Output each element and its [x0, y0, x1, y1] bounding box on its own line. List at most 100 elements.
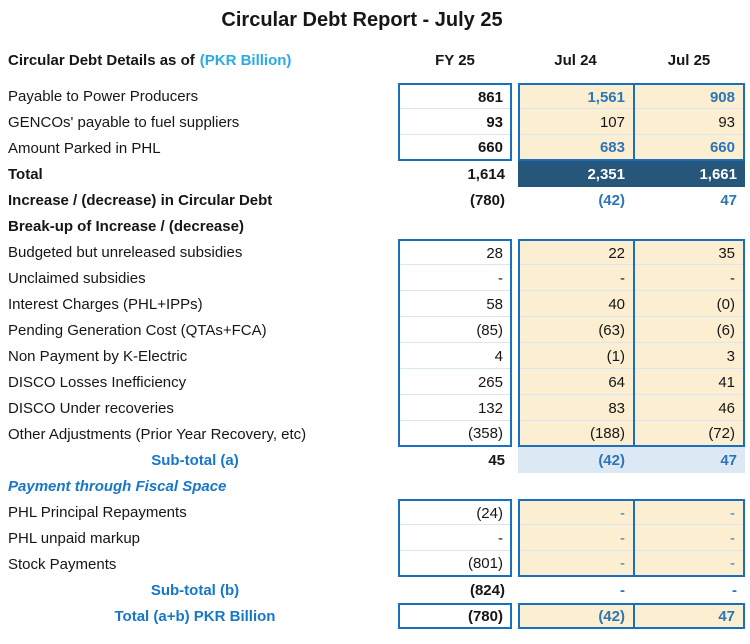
row-label: Stock Payments [8, 555, 117, 573]
fiscal-space-section: PHL Principal Repayments (24) - - PHL un… [0, 499, 750, 577]
jul25-value: 908 [633, 83, 745, 109]
jul25-value [633, 213, 745, 239]
header-unit: (PKR Billion) [199, 51, 292, 69]
jul25-value: - [633, 499, 745, 525]
fy25-value: (780) [398, 603, 512, 629]
jul25-value: 35 [633, 239, 745, 265]
jul25-value [633, 473, 745, 499]
table-row: Pending Generation Cost (QTAs+FCA) (85) … [0, 317, 750, 343]
column-header-fy25: FY 25 [435, 51, 475, 69]
table-row: Amount Parked in PHL 660 683 660 [0, 135, 750, 161]
header-label-cell: Circular Debt Details as of (PKR Billion… [0, 46, 390, 74]
row-label: Sub-total (a) [151, 451, 239, 469]
fy25-value: 660 [398, 135, 512, 161]
report-title: Circular Debt Report - July 25 [221, 9, 503, 31]
jul24-value: 64 [518, 369, 633, 395]
fy25-value: - [398, 265, 512, 291]
jul25-value: 3 [633, 343, 745, 369]
fy25-value: (801) [398, 551, 512, 577]
row-label: Total [8, 165, 43, 183]
fy25-value: (824) [469, 581, 505, 599]
fy25-value: 265 [398, 369, 512, 395]
jul24-value: (63) [518, 317, 633, 343]
row-label: Total (a+b) PKR Billion [114, 607, 276, 625]
jul24-value: 683 [518, 135, 633, 161]
jul24-value: - [518, 265, 633, 291]
header-label: Circular Debt Details as of [8, 51, 195, 69]
table-row: Budgeted but unreleased subsidies 28 22 … [0, 239, 750, 265]
circular-debt-report: Circular Debt Report - July 25 Circular … [0, 9, 750, 629]
table-header: Circular Debt Details as of (PKR Billion… [0, 46, 750, 74]
table-row: DISCO Losses Inefficiency 265 64 41 [0, 369, 750, 395]
table-row: Unclaimed subsidies - - - [0, 265, 750, 291]
fiscal-space-heading-row: Payment through Fiscal Space [0, 473, 750, 499]
subtotal-a-row: Sub-total (a) 45 (42) 47 [0, 447, 750, 473]
row-label: Break-up of Increase / (decrease) [8, 217, 244, 235]
jul25-value: 1,661 [633, 161, 745, 187]
opening-balances-section: Payable to Power Producers 861 1,561 908… [0, 83, 750, 161]
jul24-value: 1,561 [518, 83, 633, 109]
fy25-value: 58 [398, 291, 512, 317]
jul25-value: - [633, 551, 745, 577]
jul24-value: 83 [518, 395, 633, 421]
jul24-value: - [518, 499, 633, 525]
column-header-jul24: Jul 24 [554, 51, 597, 69]
subtotal-b-row: Sub-total (b) (824) - - [0, 577, 750, 603]
jul25-value: 93 [633, 109, 745, 135]
jul25-value: 41 [633, 369, 745, 395]
jul25-value: 47 [633, 603, 745, 629]
row-label: GENCOs' payable to fuel suppliers [8, 113, 240, 131]
row-label: Unclaimed subsidies [8, 269, 146, 287]
total-row: Total 1,614 2,351 1,661 [0, 161, 750, 187]
table-row: Stock Payments (801) - - [0, 551, 750, 577]
jul25-value: (0) [633, 291, 745, 317]
jul24-value: - [518, 551, 633, 577]
jul24-value: 107 [518, 109, 633, 135]
jul25-value: (6) [633, 317, 745, 343]
row-label: Interest Charges (PHL+IPPs) [8, 295, 203, 313]
jul24-value: (42) [518, 603, 633, 629]
breakup-heading-row: Break-up of Increase / (decrease) [0, 213, 750, 239]
row-label: PHL Principal Repayments [8, 503, 187, 521]
column-header-jul25: Jul 25 [667, 51, 711, 69]
table-row: Interest Charges (PHL+IPPs) 58 40 (0) [0, 291, 750, 317]
row-label: Amount Parked in PHL [8, 139, 161, 157]
jul25-value: - [732, 581, 737, 599]
row-label: Other Adjustments (Prior Year Recovery, … [8, 425, 307, 443]
fy25-value: 28 [398, 239, 512, 265]
jul25-value: - [633, 525, 745, 551]
row-label: Payment through Fiscal Space [8, 477, 227, 495]
table-row: Other Adjustments (Prior Year Recovery, … [0, 421, 750, 447]
row-label: DISCO Losses Inefficiency [8, 373, 187, 391]
fy25-value: 4 [398, 343, 512, 369]
fy25-value: 1,614 [467, 165, 505, 183]
row-label: Increase / (decrease) in Circular Debt [8, 191, 273, 209]
jul24-value: (1) [518, 343, 633, 369]
jul24-value [518, 213, 633, 239]
breakup-section: Budgeted but unreleased subsidies 28 22 … [0, 239, 750, 447]
row-label: Pending Generation Cost (QTAs+FCA) [8, 321, 267, 339]
fy25-value: (24) [398, 499, 512, 525]
row-label: Payable to Power Producers [8, 87, 199, 105]
fy25-value [398, 213, 512, 239]
fy25-value [398, 473, 512, 499]
fy25-value: (780) [469, 191, 505, 209]
fy25-value: (85) [398, 317, 512, 343]
jul25-value: - [633, 265, 745, 291]
table-row: GENCOs' payable to fuel suppliers 93 107… [0, 109, 750, 135]
fy25-value: 861 [398, 83, 512, 109]
row-label: DISCO Under recoveries [8, 399, 174, 417]
row-label: PHL unpaid markup [8, 529, 141, 547]
jul24-value: 2,351 [518, 161, 633, 187]
jul24-value [518, 473, 633, 499]
fy25-value: - [398, 525, 512, 551]
jul24-value: 40 [518, 291, 633, 317]
row-label: Non Payment by K-Electric [8, 347, 188, 365]
fy25-value: (358) [398, 421, 512, 447]
jul24-value: (42) [518, 447, 633, 473]
jul25-value: 47 [633, 447, 745, 473]
row-label: Budgeted but unreleased subsidies [8, 243, 243, 261]
table-row: PHL unpaid markup - - - [0, 525, 750, 551]
fy25-value: 132 [398, 395, 512, 421]
table-row: PHL Principal Repayments (24) - - [0, 499, 750, 525]
